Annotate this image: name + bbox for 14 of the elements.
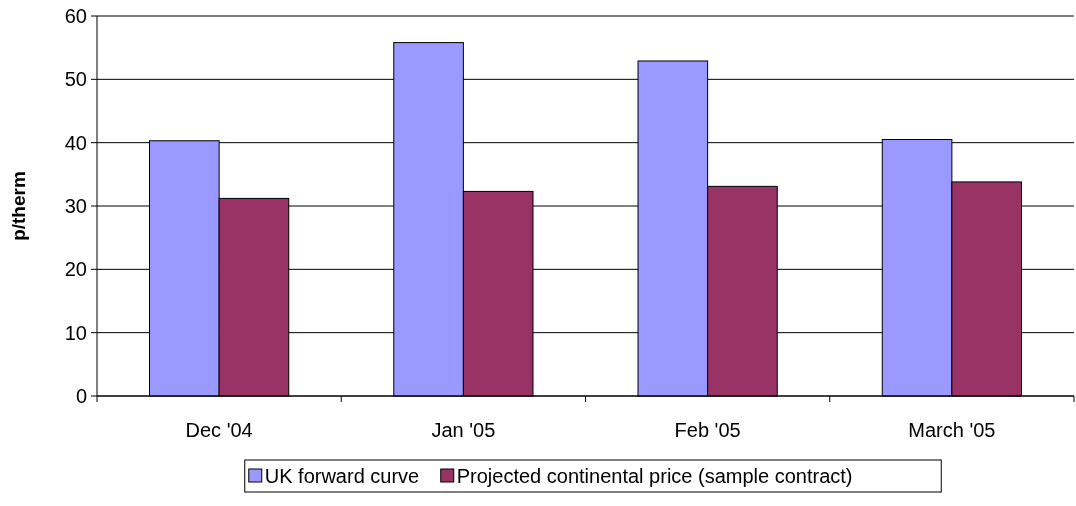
x-tick-label: Jan '05 [431, 419, 496, 441]
y-tick-label: 10 [64, 321, 87, 344]
y-tick-label: 30 [64, 195, 87, 217]
x-tick-label: Feb '05 [674, 419, 741, 441]
legend-label: UK forward curve [264, 465, 420, 487]
y-tick-label: 40 [64, 131, 87, 154]
y-tick-label: 20 [64, 258, 87, 281]
y-tick-label: 60 [64, 5, 87, 27]
legend-label: Projected continental price (sample contract) [456, 465, 853, 487]
y-tick-label: 50 [64, 68, 87, 91]
y-axis-title: p/therm [8, 171, 29, 241]
y-tick-label: 0 [75, 385, 87, 407]
x-tick-label: March '05 [908, 419, 996, 441]
x-tick-label: Dec '04 [185, 419, 253, 441]
